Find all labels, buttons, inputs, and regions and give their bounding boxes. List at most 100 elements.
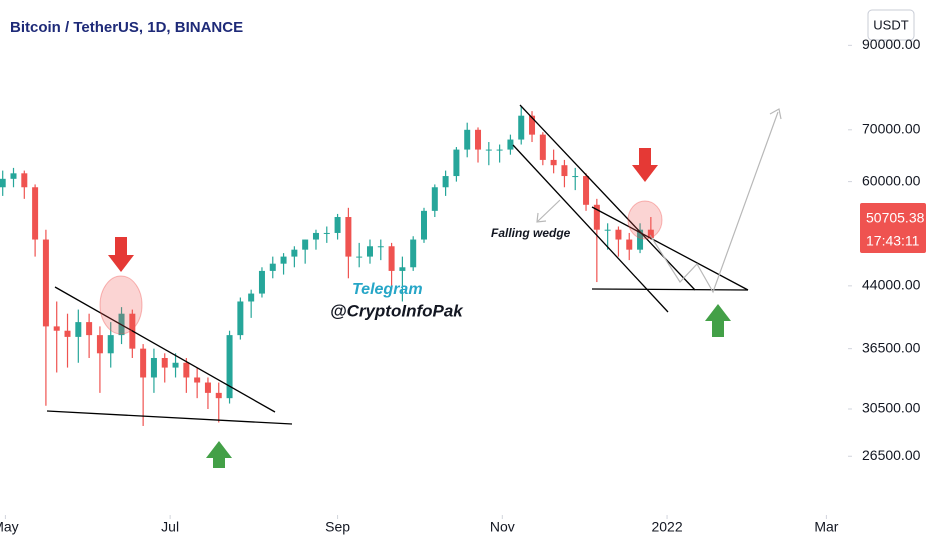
candle-body <box>518 115 525 140</box>
pointer-line <box>536 199 561 223</box>
candle-body <box>248 293 255 302</box>
candle-body <box>269 263 276 271</box>
trend-line <box>591 288 749 291</box>
candle-body <box>258 270 265 294</box>
y-tick-label: 90000.00 <box>862 36 921 52</box>
highlight-circle <box>99 275 143 335</box>
candle-body <box>637 229 644 250</box>
annotation: @CryptoInfoPak <box>330 301 464 320</box>
candle-body <box>507 139 514 150</box>
candle-body <box>75 322 82 337</box>
candle-body <box>291 249 298 257</box>
trend-line <box>54 286 276 413</box>
x-tick-label: Sep <box>325 519 350 535</box>
candle-body <box>377 246 384 248</box>
price-tag: 50705.38 17:43:11 <box>860 203 926 253</box>
candle-body <box>140 348 147 378</box>
candle-body <box>453 149 460 177</box>
candle-body <box>86 322 93 336</box>
x-tick-label: Jul <box>161 519 179 535</box>
candle-body <box>53 326 60 331</box>
candle-body <box>442 176 449 188</box>
candle-body <box>561 165 568 177</box>
candle-body <box>312 232 319 240</box>
candle-body <box>204 382 211 393</box>
candles <box>0 106 654 426</box>
y-tick-label: 60000.00 <box>862 172 921 188</box>
candle-body <box>172 362 179 368</box>
candle-body <box>421 210 427 240</box>
candle-body <box>226 335 233 399</box>
axes: 26500.00 30500.00 36500.00 44000.00 60000.00… <box>0 36 921 535</box>
countdown: 17:43:11 <box>866 233 920 249</box>
candle-body <box>475 129 482 150</box>
candle-body <box>366 246 373 257</box>
trend-line <box>46 410 293 425</box>
candle-body <box>529 115 536 135</box>
red-arrow <box>108 237 134 272</box>
candle-body <box>431 187 438 211</box>
candle-body <box>107 335 114 354</box>
y-tick-label: 70000.00 <box>862 121 921 137</box>
candle-body <box>150 357 157 378</box>
candle-body <box>388 246 395 271</box>
candle-body <box>323 232 330 234</box>
candle-body <box>64 330 71 337</box>
annotation: Telegram <box>352 281 423 298</box>
candle-body <box>550 159 557 166</box>
candle-body <box>334 217 341 233</box>
candle-body <box>539 134 546 160</box>
projection <box>536 108 782 294</box>
candle-body <box>10 173 17 179</box>
green-arrow <box>206 441 232 468</box>
candle-body <box>615 229 622 240</box>
x-tick-label: 2022 <box>651 519 682 535</box>
trend-line <box>512 144 669 313</box>
trend-line <box>591 206 749 291</box>
price-tag-box <box>860 203 926 253</box>
candle-body <box>280 256 287 264</box>
projection-head <box>769 108 782 120</box>
candle-body <box>302 239 309 250</box>
candle-body <box>485 149 492 151</box>
x-tick-label: Nov <box>490 519 515 535</box>
candle-body <box>464 129 471 150</box>
y-tick-label: 44000.00 <box>862 277 921 293</box>
green-arrow <box>705 304 731 337</box>
y-tick-label: 30500.00 <box>862 400 921 416</box>
x-tick-label: Mar <box>814 519 838 535</box>
candle-body <box>42 239 49 327</box>
candle-body <box>183 362 190 378</box>
candle-body <box>194 377 201 383</box>
pointer-head <box>536 212 547 223</box>
last-price: 50705.38 <box>866 210 925 226</box>
candle-body <box>583 176 590 205</box>
x-tick-label: May <box>0 519 19 535</box>
highlight-circle <box>627 200 663 240</box>
candle-body <box>626 239 633 250</box>
candle-body <box>496 149 503 151</box>
candle-body <box>356 256 363 258</box>
currency-badge[interactable] <box>867 9 915 41</box>
projection-path <box>649 111 779 294</box>
y-tick-label: 26500.00 <box>862 447 921 463</box>
candle-body <box>215 392 222 399</box>
candle-body <box>410 239 417 268</box>
candle-body <box>161 357 168 368</box>
candle-body <box>572 176 579 178</box>
candle-body <box>32 187 39 240</box>
chart-title: Bitcoin / TetherUS, 1D, BINANCE <box>10 19 243 36</box>
candle-body <box>96 335 103 354</box>
candle-body <box>604 229 611 231</box>
candle-body <box>399 267 406 271</box>
candle-body <box>593 204 600 230</box>
currency: USDT <box>873 17 908 32</box>
candle-body <box>237 301 244 336</box>
candle-body <box>345 217 352 257</box>
y-tick-label: 36500.00 <box>862 339 921 355</box>
candle-body <box>647 229 654 239</box>
candle-body <box>0 178 6 188</box>
annotation: Falling wedge <box>491 226 571 240</box>
